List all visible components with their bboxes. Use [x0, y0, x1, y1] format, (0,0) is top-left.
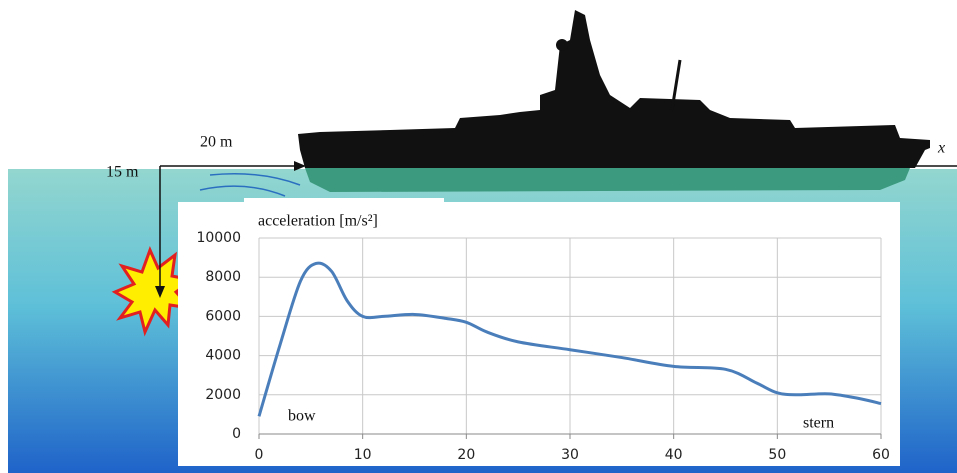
label-box: [244, 198, 444, 238]
x-tick-label: 60: [872, 447, 890, 463]
x-tick-label: 50: [768, 447, 786, 463]
depth-label: 15 m: [106, 164, 139, 181]
arrowhead: [294, 161, 306, 171]
y-tick-label: 6000: [205, 308, 241, 324]
x-tick-label: 40: [665, 447, 683, 463]
x-tick-label: 0: [255, 447, 264, 463]
x-tick-label: 30: [561, 447, 579, 463]
y-tick-label: 2000: [205, 387, 241, 403]
y-tick-label: 8000: [205, 269, 241, 285]
shock-wave: [199, 173, 301, 197]
hull-underwater: [305, 168, 910, 192]
x-tick-label: 10: [354, 447, 372, 463]
y-axis-label: acceleration [m/s²]: [258, 213, 378, 230]
y-tick-label: 10000: [196, 230, 241, 246]
annotation: bow: [288, 408, 316, 425]
explosion: [111, 245, 196, 337]
mast: [670, 59, 682, 111]
annotation: stern: [803, 415, 834, 432]
y-tick-label: 0: [232, 426, 241, 442]
ship: [298, 10, 930, 168]
radar: [556, 39, 568, 51]
y-tick-label: 4000: [205, 348, 241, 364]
plot: 0 2000 4000 6000 8000 10000 0 10 20 30 40 50 60: [196, 230, 889, 463]
chart-panel: [178, 202, 900, 466]
x-tick-label: 20: [457, 447, 475, 463]
arrowhead: [155, 286, 165, 298]
data-line: [257, 261, 882, 417]
axis-name: x: [937, 140, 945, 157]
distance-label: 20 m: [200, 134, 233, 151]
